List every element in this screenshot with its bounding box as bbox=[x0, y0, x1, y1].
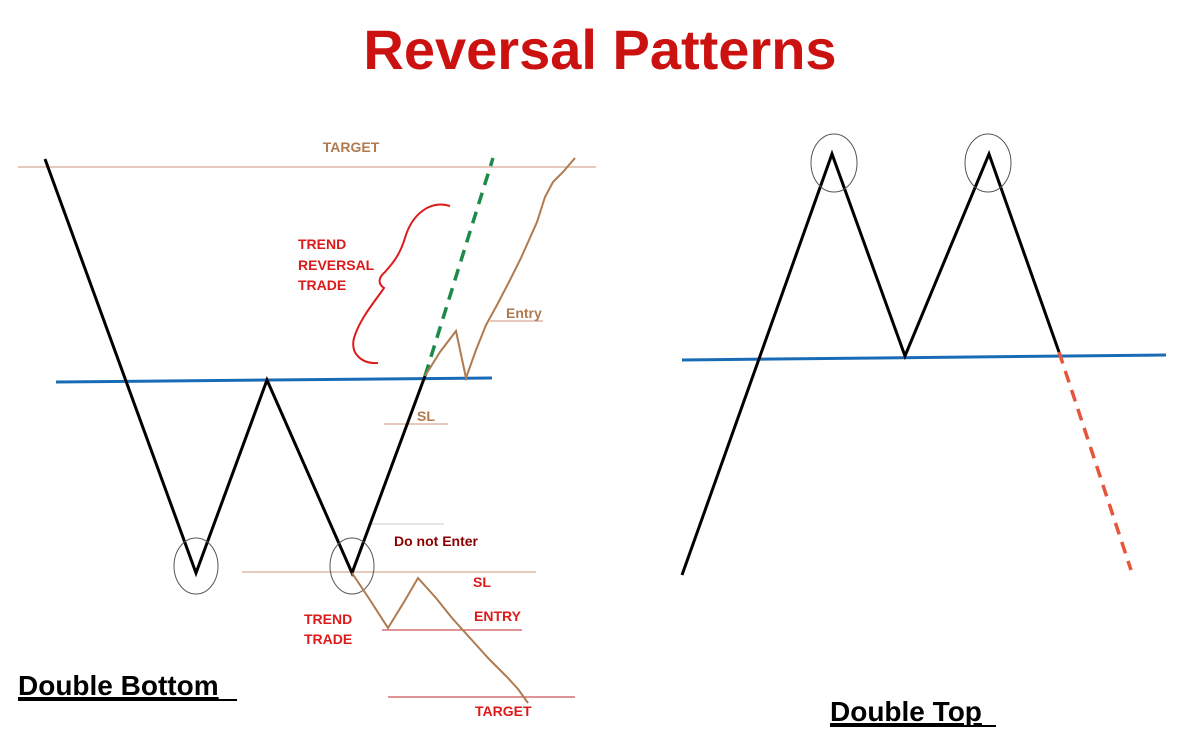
first-bottom-circle bbox=[173, 537, 219, 595]
target-label-bottom: TARGET bbox=[475, 703, 532, 719]
entry-label-lower: ENTRY bbox=[474, 608, 522, 624]
breakout-projection-line bbox=[423, 157, 495, 377]
trend-reversal-trade-label-line-2: REVERSAL bbox=[298, 257, 375, 273]
trend-reversal-trade-label-line-1: TREND bbox=[298, 236, 346, 252]
trend-reversal-trade-label-line-3: TRADE bbox=[298, 277, 346, 293]
second-top-circle bbox=[964, 133, 1012, 193]
double-bottom-pattern: TARGET TREND REVERSAL TRADE Entry SL Do … bbox=[18, 139, 596, 719]
double-bottom-price-path bbox=[43, 158, 427, 578]
double-bottom-neckline bbox=[55, 376, 493, 384]
double-bottom-caption: Double Bottom bbox=[18, 670, 219, 701]
entry-label-upper: Entry bbox=[506, 305, 542, 321]
do-not-enter-label: Do not Enter bbox=[394, 533, 479, 549]
second-bottom-circle bbox=[329, 537, 375, 595]
sl-label-lower: SL bbox=[473, 574, 491, 590]
first-top-circle bbox=[810, 133, 858, 193]
double-top-price-path bbox=[680, 149, 1061, 576]
double-top-caption: Double Top bbox=[830, 696, 982, 727]
trend-trade-label-line-1: TREND bbox=[304, 611, 352, 627]
page-title: Reversal Patterns bbox=[363, 18, 836, 81]
double-top-neckline bbox=[681, 353, 1167, 362]
reversal-trade-path bbox=[424, 157, 576, 382]
sl-label-upper: SL bbox=[417, 408, 435, 424]
trend-trade-path bbox=[351, 572, 529, 704]
trend-reversal-bracket bbox=[352, 203, 451, 365]
double-top-pattern: Double Top bbox=[680, 133, 1167, 727]
target-label-top: TARGET bbox=[323, 139, 380, 155]
trend-trade-label-line-2: TRADE bbox=[304, 631, 352, 647]
breakdown-projection-line bbox=[1057, 351, 1133, 571]
